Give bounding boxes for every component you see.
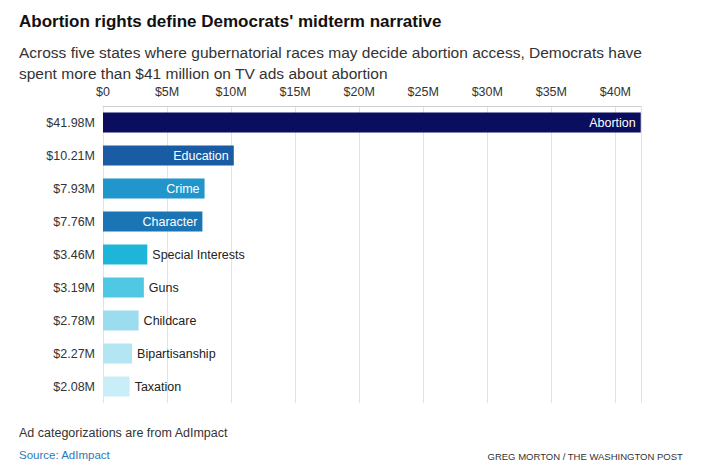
svg-text:$40M: $40M bbox=[600, 85, 631, 99]
svg-text:$0: $0 bbox=[96, 85, 110, 99]
svg-text:$2.08M: $2.08M bbox=[53, 380, 95, 394]
svg-text:Education: Education bbox=[173, 149, 229, 163]
svg-text:$41.98M: $41.98M bbox=[46, 116, 95, 130]
svg-text:$10M: $10M bbox=[215, 85, 246, 99]
svg-text:$25M: $25M bbox=[408, 85, 439, 99]
svg-text:spent more than $41 million on: spent more than $41 million on TV ads ab… bbox=[19, 65, 388, 82]
svg-text:$7.93M: $7.93M bbox=[53, 182, 95, 196]
svg-text:$5M: $5M bbox=[155, 85, 179, 99]
svg-text:$20M: $20M bbox=[344, 85, 375, 99]
svg-text:$3.19M: $3.19M bbox=[53, 281, 95, 295]
svg-text:$35M: $35M bbox=[536, 85, 567, 99]
svg-text:Source: AdImpact: Source: AdImpact bbox=[19, 449, 111, 461]
svg-text:Guns: Guns bbox=[149, 281, 179, 295]
svg-text:$3.46M: $3.46M bbox=[53, 248, 95, 262]
svg-text:Crime: Crime bbox=[166, 182, 199, 196]
svg-text:Taxation: Taxation bbox=[135, 380, 182, 394]
svg-text:Childcare: Childcare bbox=[144, 314, 197, 328]
svg-text:$10.21M: $10.21M bbox=[46, 149, 95, 163]
svg-text:$15M: $15M bbox=[280, 85, 311, 99]
svg-text:GREG MORTON / THE WASHINGTON P: GREG MORTON / THE WASHINGTON POST bbox=[488, 451, 683, 462]
svg-text:Abortion rights define Democra: Abortion rights define Democrats' midter… bbox=[19, 12, 442, 31]
svg-text:Special Interests: Special Interests bbox=[152, 248, 244, 262]
svg-text:Ad categorizations are from Ad: Ad categorizations are from AdImpact bbox=[19, 426, 228, 440]
svg-text:$2.27M: $2.27M bbox=[53, 347, 95, 361]
svg-text:$2.78M: $2.78M bbox=[53, 314, 95, 328]
svg-text:$7.76M: $7.76M bbox=[53, 215, 95, 229]
svg-text:Bipartisanship: Bipartisanship bbox=[137, 347, 216, 361]
svg-text:Abortion: Abortion bbox=[589, 116, 636, 130]
svg-text:Character: Character bbox=[143, 215, 198, 229]
svg-text:Across five states where guber: Across five states where gubernatorial r… bbox=[19, 44, 646, 61]
svg-text:$30M: $30M bbox=[472, 85, 503, 99]
